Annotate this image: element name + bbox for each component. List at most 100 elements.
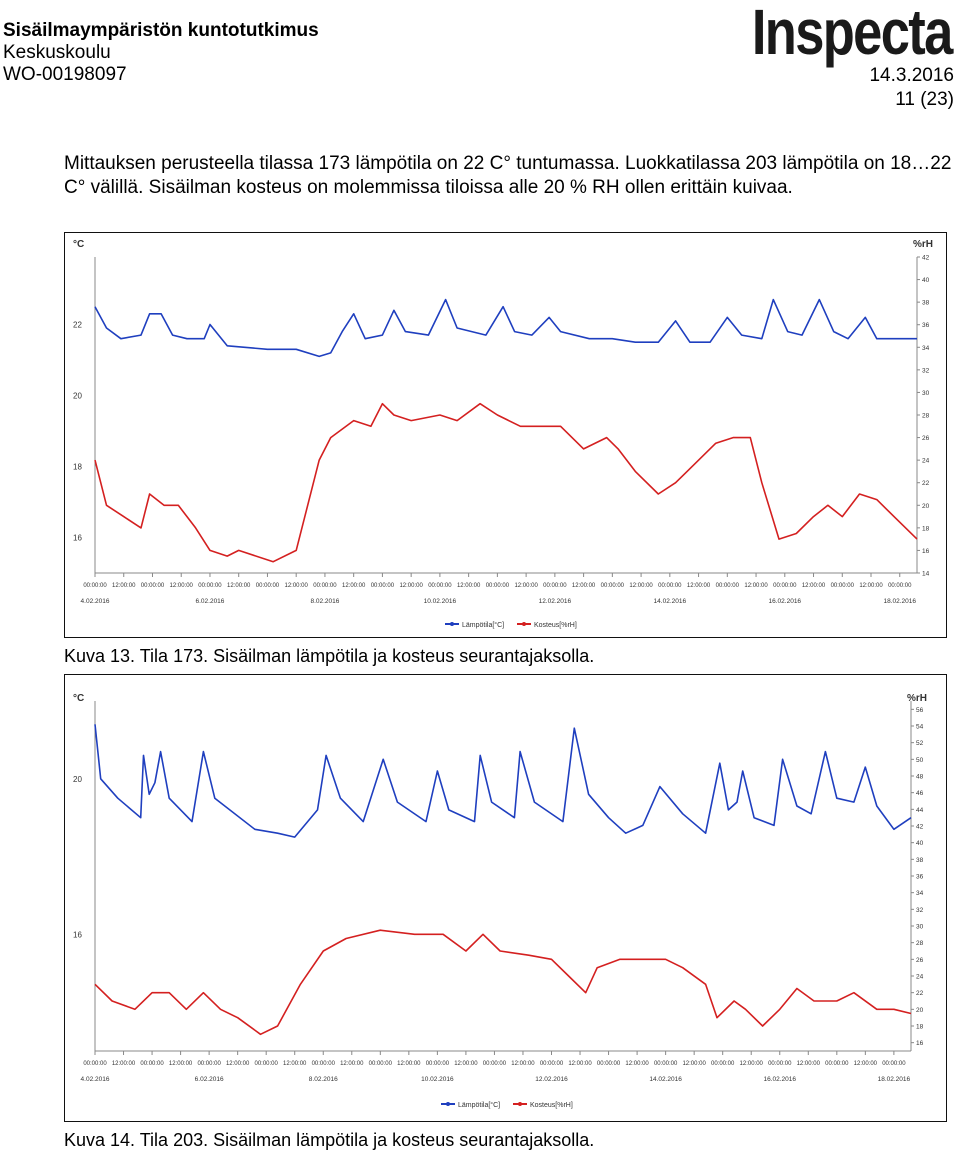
time-tick-label: 12:00:00 xyxy=(740,1061,764,1067)
left-tick-label: 22 xyxy=(73,320,82,329)
legend-label: Lämpötila[°C] xyxy=(458,1101,500,1109)
time-tick-label: 12:00:00 xyxy=(170,583,194,589)
right-tick-label: 42 xyxy=(916,824,924,831)
time-tick-label: 12:00:00 xyxy=(227,583,251,589)
right-tick-label: 20 xyxy=(922,503,930,510)
axis-unit-left: °C xyxy=(73,693,84,704)
time-tick-label: 12:00:00 xyxy=(342,583,366,589)
time-tick-label: 12:00:00 xyxy=(802,583,826,589)
right-tick-label: 22 xyxy=(916,990,924,997)
chart-room-173-svg: °C %rH 22 20 18 16 42 40 38 36 34 32 30 28 26 24 22 20 18 1… xyxy=(73,239,933,629)
right-tick-label: 38 xyxy=(922,300,930,307)
right-tick-label: 26 xyxy=(916,957,924,964)
time-tick-label: 00:00:00 xyxy=(256,583,280,589)
right-tick-label: 30 xyxy=(922,390,930,397)
page-number: 11 (23) xyxy=(895,89,954,110)
time-tick-label: 00:00:00 xyxy=(198,583,222,589)
time-tick-label: 00:00:00 xyxy=(483,1061,507,1067)
time-tick-label: 12:00:00 xyxy=(112,583,136,589)
right-tick-label: 26 xyxy=(922,435,930,442)
humidity-line xyxy=(94,929,912,1036)
right-tick-label: 32 xyxy=(922,367,930,374)
time-tick-label: 00:00:00 xyxy=(313,583,337,589)
time-tick-label: 12:00:00 xyxy=(112,1061,136,1067)
inspecta-logo: Inspecta xyxy=(752,0,953,68)
time-tick-label: 12:00:00 xyxy=(514,583,538,589)
date-label: 12.02.2016 xyxy=(535,1076,568,1083)
axis-unit-right: %rH xyxy=(913,239,933,250)
time-tick-label: 00:00:00 xyxy=(601,583,625,589)
right-tick-label: 32 xyxy=(916,907,924,914)
date-label: 12.02.2016 xyxy=(539,598,572,605)
date-label: 18.02.2016 xyxy=(883,598,916,605)
caption-figure-13: Kuva 13. Tila 173. Sisäilman lämpötila j… xyxy=(64,646,595,666)
chart-room-203: °C %rH 20 16 56 54 52 50 48 46 44 42 40 38 36 34 32 30 28 2… xyxy=(64,674,947,1122)
time-tick-label: 12:00:00 xyxy=(283,1061,307,1067)
legend-label: Lämpötila[°C] xyxy=(462,621,504,629)
temperature-line xyxy=(94,298,917,358)
legend-label: Kosteus[%rH] xyxy=(534,622,577,629)
humidity-line xyxy=(94,402,918,563)
time-tick-label: 12:00:00 xyxy=(687,583,711,589)
document-id: WO-00198097 xyxy=(3,64,127,85)
time-tick-label: 00:00:00 xyxy=(140,1061,164,1067)
report-title: Sisäilmaympäristön kuntotutkimus xyxy=(3,20,319,41)
time-tick-label: 12:00:00 xyxy=(457,583,481,589)
right-tick-label: 42 xyxy=(922,255,930,262)
right-tick-label: 36 xyxy=(922,322,930,329)
right-tick-label: 34 xyxy=(922,345,930,352)
right-tick-label: 38 xyxy=(916,857,924,864)
time-tick-label: 00:00:00 xyxy=(486,583,510,589)
time-tick-label: 12:00:00 xyxy=(511,1061,535,1067)
site-name: Keskuskoulu xyxy=(3,42,111,63)
right-tick-label: 16 xyxy=(916,1040,924,1047)
time-tick-label: 00:00:00 xyxy=(543,583,567,589)
time-tick-label: 12:00:00 xyxy=(797,1061,821,1067)
right-tick-label: 28 xyxy=(916,940,924,947)
time-tick-label: 12:00:00 xyxy=(169,1061,193,1067)
right-tick-label: 24 xyxy=(922,458,930,465)
right-tick-label: 22 xyxy=(922,480,930,487)
time-tick-label: 12:00:00 xyxy=(572,583,596,589)
time-tick-label: 00:00:00 xyxy=(312,1061,336,1067)
right-tick-label: 20 xyxy=(916,1007,924,1014)
right-tick-label: 48 xyxy=(916,774,924,781)
legend-marker xyxy=(518,1102,522,1106)
time-tick-label: 00:00:00 xyxy=(711,1061,735,1067)
time-tick-label: 00:00:00 xyxy=(658,583,682,589)
right-tick-label: 18 xyxy=(916,1024,924,1031)
legend-label: Kosteus[%rH] xyxy=(530,1102,573,1109)
left-tick-label: 16 xyxy=(73,533,82,542)
left-tick-label: 16 xyxy=(73,930,82,939)
date-label: 16.02.2016 xyxy=(769,598,802,605)
right-tick-label: 52 xyxy=(916,740,924,747)
time-tick-label: 00:00:00 xyxy=(197,1061,221,1067)
time-tick-label: 00:00:00 xyxy=(716,583,740,589)
axis-unit-left: °C xyxy=(73,239,84,250)
date-label: 4.02.2016 xyxy=(81,598,110,605)
chart-room-203-svg: °C %rH 20 16 56 54 52 50 48 46 44 42 40 38 36 34 32 30 28 2… xyxy=(73,693,927,1109)
left-tick-label: 20 xyxy=(73,775,82,784)
caption-figure-14: Kuva 14. Tila 203. Sisäilman lämpötila j… xyxy=(64,1130,595,1150)
right-tick-label: 54 xyxy=(916,724,924,731)
time-tick-label: 12:00:00 xyxy=(397,1061,421,1067)
time-tick-label: 12:00:00 xyxy=(340,1061,364,1067)
time-tick-label: 12:00:00 xyxy=(682,1061,706,1067)
legend-marker xyxy=(446,1102,450,1106)
time-tick-label: 00:00:00 xyxy=(255,1061,279,1067)
temperature-line xyxy=(94,724,912,838)
time-tick-label: 00:00:00 xyxy=(654,1061,678,1067)
chart-room-173: °C %rH 22 20 18 16 42 40 38 36 34 32 30 28 26 24 22 20 18 1… xyxy=(64,232,947,638)
time-tick-label: 12:00:00 xyxy=(454,1061,478,1067)
right-tick-label: 46 xyxy=(916,790,924,797)
left-tick-label: 18 xyxy=(73,462,82,471)
legend-marker xyxy=(450,622,454,626)
time-tick-label: 12:00:00 xyxy=(625,1061,649,1067)
time-tick-label: 00:00:00 xyxy=(371,583,395,589)
time-tick-label: 00:00:00 xyxy=(825,1061,849,1067)
date-label: 14.02.2016 xyxy=(649,1076,682,1083)
time-tick-label: 00:00:00 xyxy=(831,583,855,589)
time-tick-label: 00:00:00 xyxy=(428,583,452,589)
right-tick-label: 40 xyxy=(916,840,924,847)
right-tick-label: 50 xyxy=(916,757,924,764)
